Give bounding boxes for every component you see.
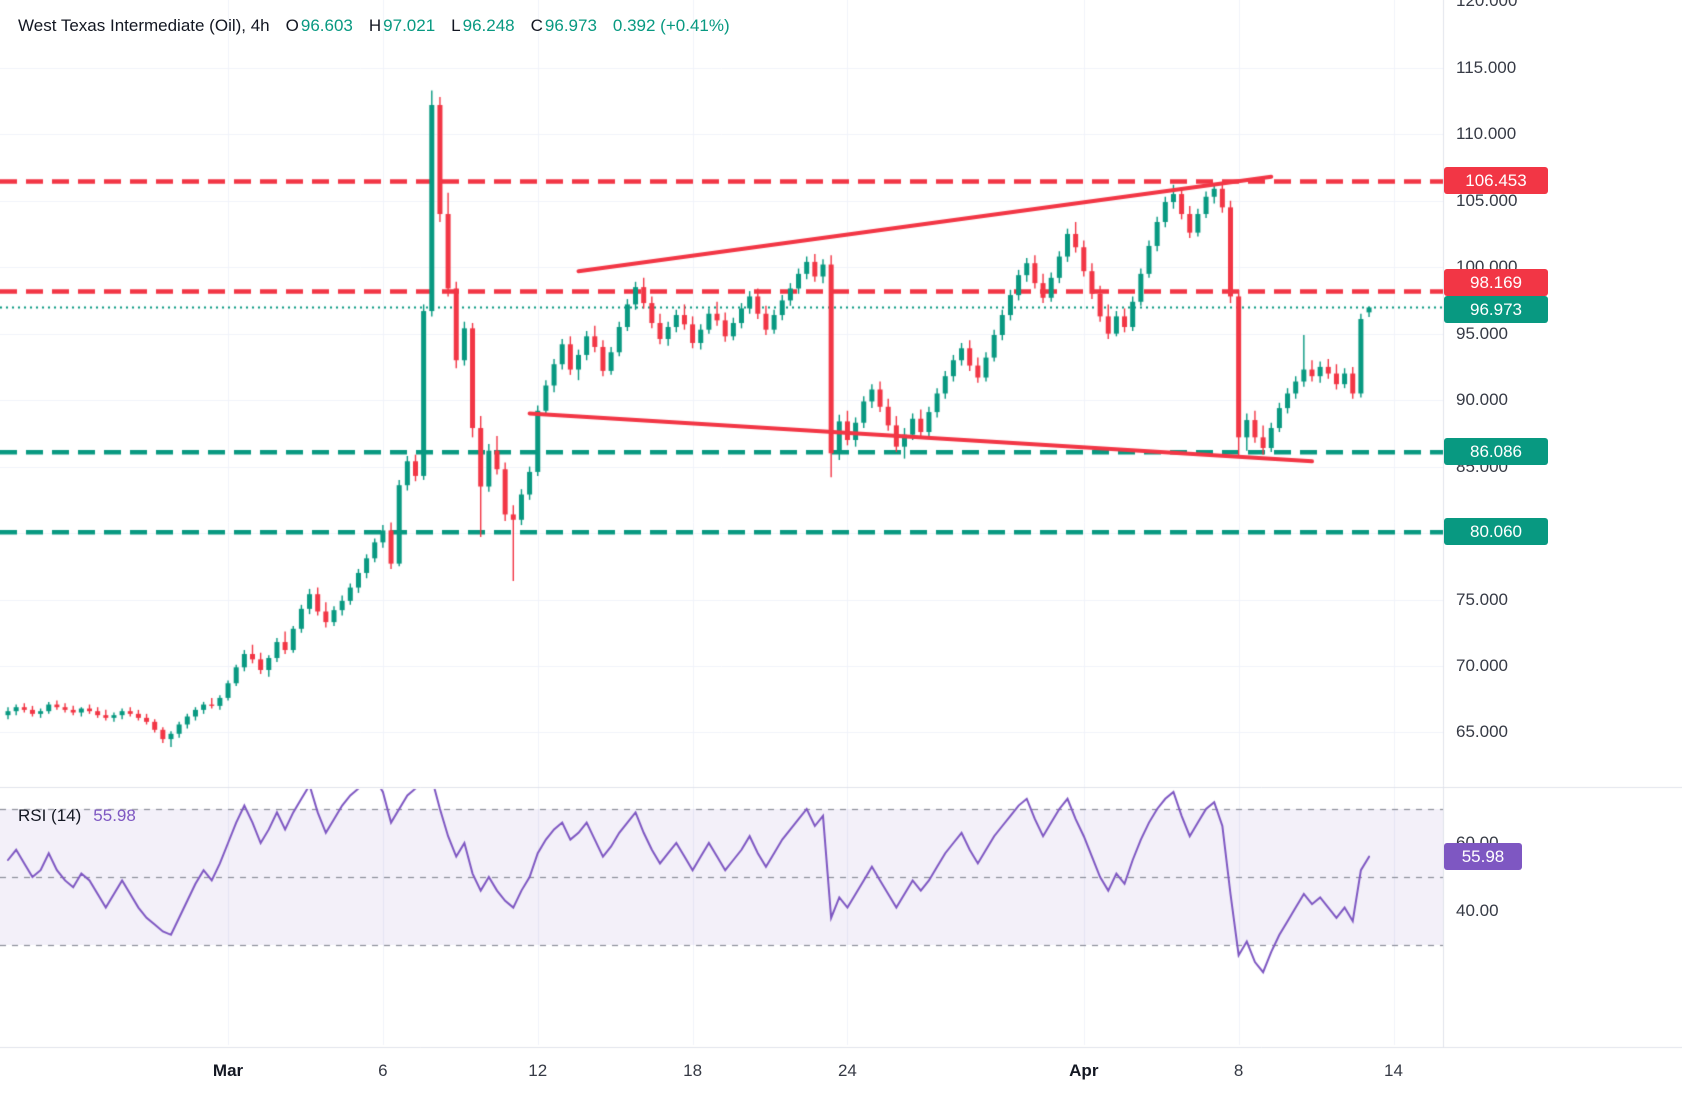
price-tick-label: 95.000	[1456, 323, 1508, 343]
low-ohlc: L 96.248	[451, 16, 514, 36]
low-value: 96.248	[462, 16, 515, 35]
low-label: L	[451, 16, 461, 35]
open-label: O	[285, 16, 299, 35]
price-axis[interactable]: 120.000 115.000 110.000 105.000 100.000 95.00…	[1444, 0, 1682, 1047]
time-tick-label: 8	[1233, 1061, 1244, 1080]
rsi-tick-label: 40.00	[1456, 901, 1499, 920]
close-ohlc: C 96.973	[531, 16, 597, 36]
price-tick-label: 120.000	[1456, 0, 1518, 11]
price-tick-label: 70.000	[1456, 655, 1508, 675]
rsi-value: 55.98	[93, 806, 136, 825]
open-value: 96.603	[300, 16, 353, 35]
high-value: 97.021	[383, 16, 436, 35]
price-tick-label: 105.000	[1456, 190, 1518, 210]
price-level-badge: 106.453	[1444, 167, 1548, 195]
close-label: C	[530, 16, 543, 35]
open-ohlc: O 96.603	[286, 16, 353, 36]
time-tick-label: 18	[683, 1061, 703, 1080]
close-value: 96.973	[544, 16, 597, 35]
time-tick-label: Mar	[212, 1061, 244, 1080]
price-level-badge: 80.060	[1444, 518, 1548, 546]
time-tick-label: Apr	[1069, 1061, 1099, 1080]
price-level-badge: 86.086	[1444, 438, 1548, 466]
price-tick-label: 75.000	[1456, 589, 1508, 609]
time-tick-label: 24	[837, 1061, 857, 1080]
time-axis[interactable]: Mar 6 12 18 24 Apr 8 14	[0, 1047, 1443, 1110]
price-tick-label: 110.000	[1456, 124, 1517, 144]
high-ohlc: H 97.021	[369, 16, 435, 36]
time-tick-label: 14	[1384, 1061, 1403, 1080]
time-tick-label: 6	[378, 1061, 388, 1080]
rsi-label[interactable]: RSI (14)	[18, 806, 82, 825]
rsi-legend: RSI (14) 55.98	[18, 806, 136, 826]
price-level-badge: 98.169	[1444, 268, 1548, 296]
change-value: 0.392 (+0.41%)	[612, 16, 730, 35]
price-tick-label: 115.000	[1456, 57, 1517, 77]
price-tick-label: 65.000	[1456, 722, 1508, 742]
time-tick-label: 12	[528, 1061, 548, 1080]
symbol-title[interactable]: West Texas Intermediate (Oil), 4h	[18, 16, 270, 35]
price-tick-label: 90.000	[1456, 390, 1508, 410]
rsi-value-badge: 55.98	[1444, 842, 1522, 870]
symbol-legend: West Texas Intermediate (Oil), 4h O 96.60…	[18, 16, 730, 36]
last-price-badge: 96.973	[1444, 296, 1548, 324]
high-label: H	[368, 16, 382, 35]
